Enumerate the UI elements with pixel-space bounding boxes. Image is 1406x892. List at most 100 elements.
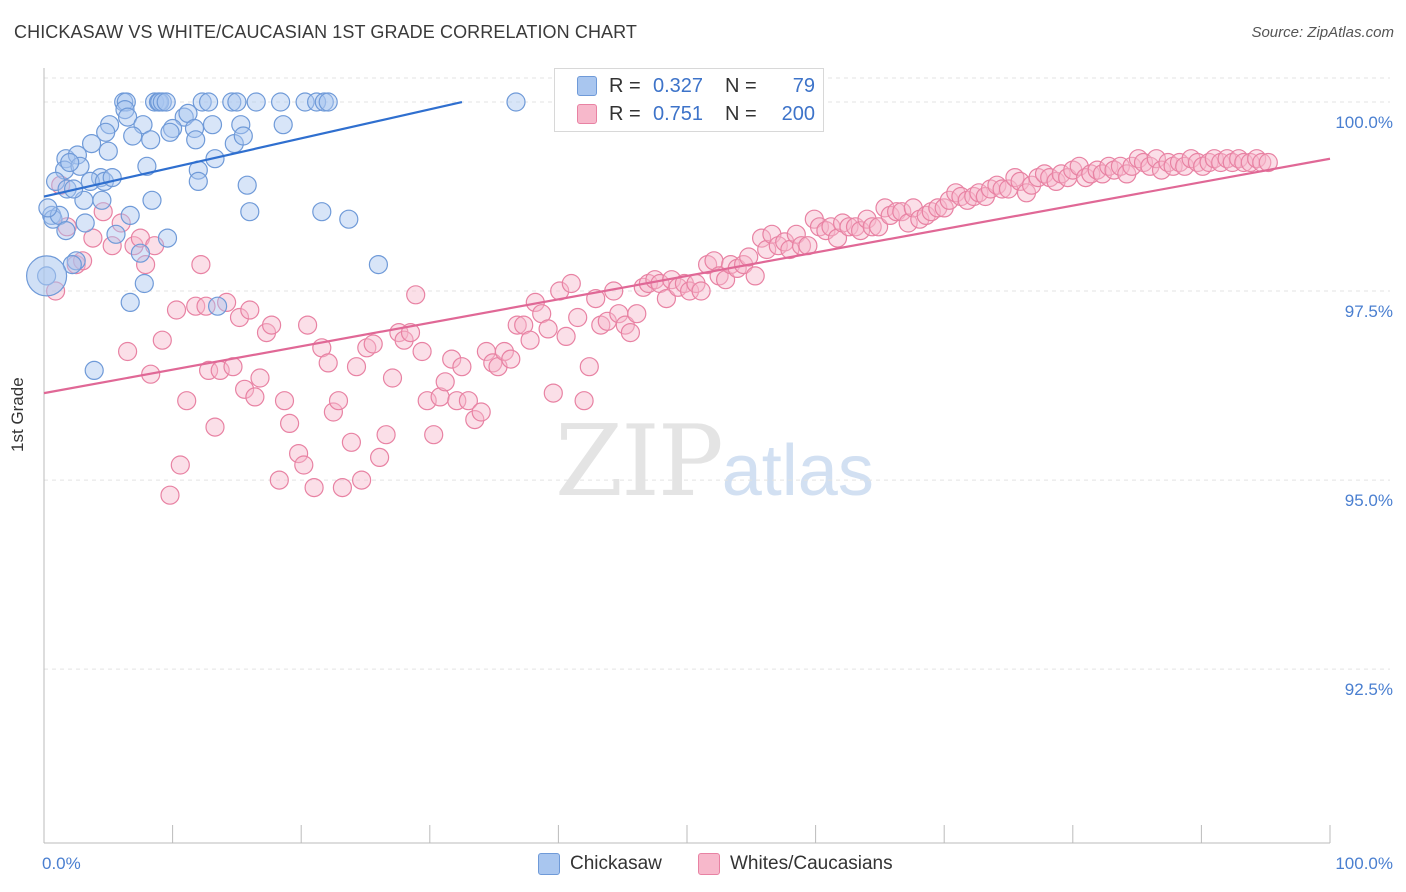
legend-swatch-blue [577, 76, 597, 96]
bottom-legend-chickasaw: Chickasaw [538, 851, 662, 877]
whites-point [186, 296, 206, 316]
whites-point [280, 413, 300, 433]
legend-n-label: N = [725, 102, 757, 125]
whites-point [574, 391, 594, 411]
chickasaw-point [271, 92, 291, 112]
chickasaw-point [120, 205, 140, 225]
whites-point [1092, 164, 1113, 184]
whites-point [323, 402, 343, 422]
whites-point [656, 289, 677, 309]
whites-point [136, 255, 156, 275]
chickasaw-point [318, 92, 338, 112]
whites-point [520, 330, 540, 350]
legend-r-label: R = [609, 74, 641, 97]
whites-point [370, 447, 390, 467]
chickasaw-point [186, 130, 206, 150]
chickasaw-point [130, 243, 150, 263]
whites-point [538, 319, 558, 339]
source-label: Source: ZipAtlas.com [1251, 24, 1394, 41]
whites-point [229, 307, 250, 328]
whites-point [751, 228, 772, 248]
whites-point [1034, 164, 1055, 184]
whites-point [1110, 156, 1131, 176]
bottom-legend-label: Whites/Caucasians [730, 853, 893, 874]
whites-point [816, 221, 836, 241]
chickasaw-point [56, 221, 76, 241]
x-tick-label-max: 100.0% [1335, 854, 1393, 873]
whites-point [1247, 149, 1267, 169]
whites-point [507, 315, 527, 335]
whites-point [341, 432, 361, 452]
chickasaw-point [81, 134, 102, 154]
chickasaw-point [240, 202, 260, 222]
y-tick-label: 95.0% [1345, 491, 1393, 510]
whites-point [435, 372, 455, 392]
chickasaw-point [96, 122, 116, 142]
whites-point [72, 251, 93, 271]
whites-point [1199, 152, 1219, 173]
whites-point [1146, 149, 1167, 169]
whites-point [298, 315, 318, 335]
chickasaw-point [295, 92, 315, 112]
whites-point [501, 349, 521, 369]
whites-point [458, 391, 478, 411]
watermark: ZIPatlas [555, 405, 874, 519]
chickasaw-point [202, 115, 223, 135]
legend-n-value: 79 [792, 74, 815, 97]
whites-point [892, 202, 912, 222]
whites-point [289, 444, 309, 464]
whites-point [196, 296, 216, 316]
whites-point [1099, 156, 1119, 176]
chickasaw-point [141, 130, 161, 150]
chickasaw-trend-line [43, 100, 463, 198]
chickasaw-point [368, 255, 388, 275]
whites-point [691, 281, 711, 301]
whites-point [992, 179, 1012, 199]
whites-point [274, 391, 295, 411]
whites-point [946, 183, 966, 203]
whites-point [318, 353, 338, 373]
whites-point [998, 179, 1019, 199]
whites-point [1005, 168, 1025, 188]
trend-lines [43, 100, 1331, 395]
chickasaw-point [106, 224, 126, 244]
whites-point [568, 307, 588, 328]
whites-point [1140, 156, 1160, 176]
bottom-legend-label: Chickasaw [570, 853, 662, 874]
bottom-legend-swatch-pink [698, 853, 720, 875]
chickasaw-point [307, 92, 327, 112]
chickasaw-point [134, 273, 154, 294]
whites-point [269, 470, 289, 490]
whites-point [83, 228, 103, 248]
whites-point [205, 417, 225, 437]
chickasaw-point [123, 126, 143, 146]
y-tick-label: 100.0% [1335, 113, 1393, 132]
stats-legend: R = 0.327 N = 79 R = 0.751 N = 200 [554, 68, 824, 132]
legend-n-label: N = [725, 74, 757, 97]
legend-r-value: 0.751 [653, 102, 704, 125]
whites-point [363, 334, 383, 354]
whites-point [332, 478, 352, 498]
whites-point [928, 198, 948, 218]
whites-point [382, 368, 403, 388]
data-points [25, 92, 1278, 505]
chickasaw-point [192, 92, 212, 112]
whites-point [916, 205, 936, 225]
whites-point [394, 330, 414, 350]
chickasaw-point [84, 360, 104, 380]
bottom-legend-whites: Whites/Caucasians [698, 851, 893, 877]
whites-point [442, 349, 462, 369]
whites-point [880, 205, 900, 225]
whites-point [447, 391, 467, 411]
legend-n-value: 200 [781, 102, 815, 125]
whites-point [406, 285, 426, 305]
whites-point [1258, 152, 1278, 173]
chickasaw-point [157, 228, 178, 248]
axes [43, 68, 1331, 844]
whites-point [235, 379, 255, 399]
chickasaw-point [237, 175, 257, 195]
chickasaw-point [246, 92, 266, 112]
whites-point [160, 485, 180, 505]
whites-point [1010, 171, 1030, 191]
